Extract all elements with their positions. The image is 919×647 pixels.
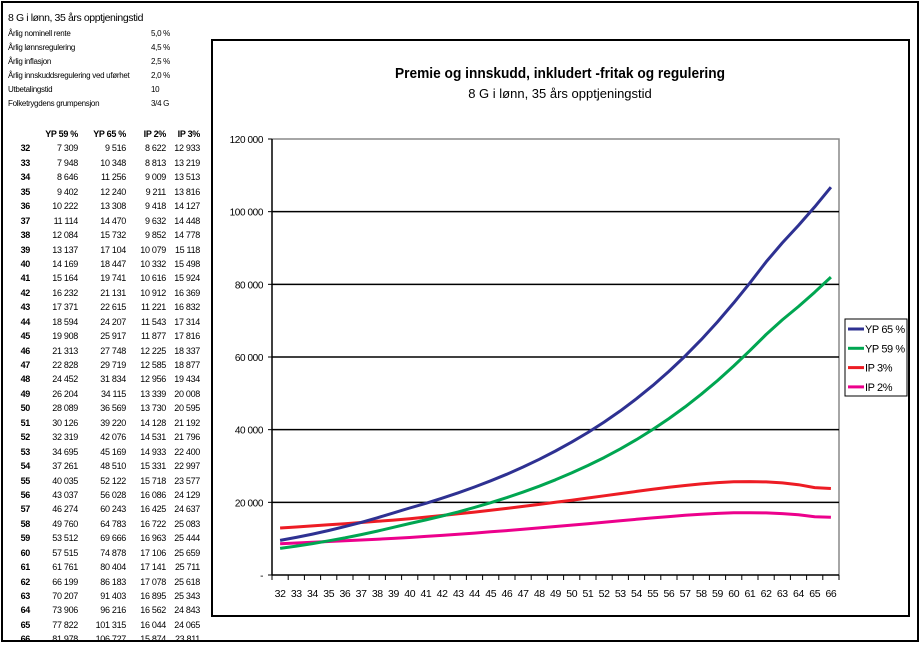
x-tick-label: 66	[825, 588, 836, 600]
x-tick-label: 50	[566, 588, 577, 600]
x-tick-label: 65	[809, 588, 820, 600]
y-tick-label: 120 000	[230, 135, 264, 146]
x-tick-label: 57	[680, 588, 691, 600]
x-tick-label: 62	[761, 588, 772, 600]
x-tick-label: 55	[647, 588, 658, 600]
x-tick-label: 36	[339, 588, 350, 600]
x-tick-label: 34	[307, 588, 318, 600]
series-line-yp-65-	[280, 187, 831, 540]
y-tick-label: 40 000	[235, 426, 264, 437]
x-tick-label: 51	[582, 588, 593, 600]
x-tick-label: 54	[631, 588, 642, 600]
legend-label: YP 65 %	[865, 324, 905, 336]
series-line-yp-59-	[280, 277, 831, 548]
series-line-ip-2-	[280, 513, 831, 544]
x-tick-label: 59	[712, 588, 723, 600]
x-tick-label: 63	[777, 588, 788, 600]
legend-label: YP 59 %	[865, 343, 905, 355]
x-tick-label: 38	[372, 588, 383, 600]
x-tick-label: 61	[744, 588, 755, 600]
y-tick-label: 100 000	[230, 208, 264, 219]
x-tick-label: 46	[501, 588, 512, 600]
x-tick-label: 60	[728, 588, 739, 600]
x-tick-label: 35	[323, 588, 334, 600]
x-tick-label: 39	[388, 588, 399, 600]
y-tick-label: 20 000	[235, 498, 264, 509]
y-tick-label: 80 000	[235, 280, 264, 291]
chart-subtitle: 8 G i lønn, 35 års opptjeningstid	[468, 86, 652, 101]
x-tick-label: 56	[663, 588, 674, 600]
x-tick-label: 53	[615, 588, 626, 600]
y-tick-label: 60 000	[235, 353, 264, 364]
legend-label: IP 3%	[865, 363, 893, 375]
x-tick-label: 44	[469, 588, 480, 600]
chart-title: Premie og innskudd, inkludert -fritak og…	[395, 65, 725, 82]
x-tick-label: 64	[793, 588, 804, 600]
x-tick-label: 37	[356, 588, 367, 600]
x-tick-label: 47	[518, 588, 529, 600]
x-tick-label: 43	[453, 588, 464, 600]
x-tick-label: 45	[485, 588, 496, 600]
y-tick-label: -	[260, 571, 263, 582]
x-tick-label: 58	[696, 588, 707, 600]
x-tick-label: 41	[420, 588, 431, 600]
x-tick-label: 49	[550, 588, 561, 600]
x-tick-label: 33	[291, 588, 302, 600]
x-tick-label: 52	[599, 588, 610, 600]
x-tick-label: 48	[534, 588, 545, 600]
legend-label: IP 2%	[865, 382, 893, 394]
x-tick-label: 32	[275, 588, 286, 600]
x-tick-label: 42	[437, 588, 448, 600]
x-tick-label: 40	[404, 588, 415, 600]
